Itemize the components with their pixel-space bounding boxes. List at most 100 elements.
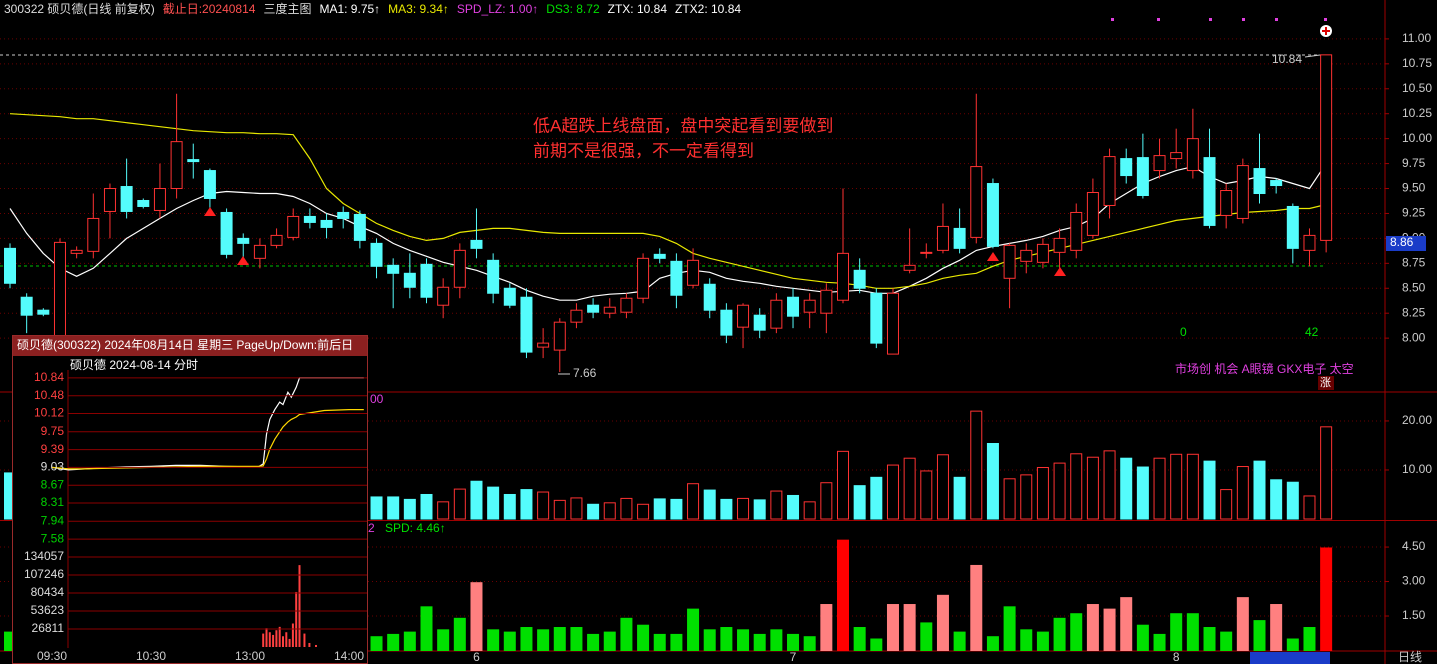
add-icon-cross xyxy=(1322,27,1330,35)
bar xyxy=(787,494,800,520)
y-tick-label: 10.25 xyxy=(1402,106,1432,120)
candle-body xyxy=(903,264,916,271)
volume-bar xyxy=(298,565,301,647)
candle-body xyxy=(787,296,800,317)
bar xyxy=(737,497,750,520)
candle-body xyxy=(1136,157,1149,197)
bar xyxy=(1236,597,1249,651)
candle-body xyxy=(437,286,450,306)
candle-body xyxy=(53,241,66,349)
bar xyxy=(886,604,899,651)
candle-body xyxy=(1220,190,1233,216)
bar xyxy=(1103,450,1116,520)
bar xyxy=(1253,620,1266,651)
bar xyxy=(936,594,949,652)
candle-body xyxy=(737,304,750,328)
bar xyxy=(1203,460,1216,520)
bar xyxy=(920,622,933,652)
y-tick-label: 8.31 xyxy=(41,495,65,509)
bar xyxy=(770,629,783,652)
bar xyxy=(1236,466,1249,520)
y-tick-label: 134057 xyxy=(24,549,64,563)
bar xyxy=(487,629,500,652)
bar xyxy=(1153,457,1166,520)
bar xyxy=(1320,547,1333,651)
bar xyxy=(387,633,400,651)
candle-body xyxy=(103,188,116,212)
bar xyxy=(1120,457,1133,520)
bar xyxy=(1220,489,1233,520)
bar xyxy=(437,629,450,652)
bar xyxy=(570,627,583,651)
bar xyxy=(1153,633,1166,651)
bar xyxy=(520,489,533,520)
candle-body xyxy=(503,287,516,306)
bar xyxy=(1036,467,1049,520)
candle-body xyxy=(70,249,83,254)
candle-body xyxy=(703,283,716,311)
candle-body xyxy=(1120,158,1133,177)
bar xyxy=(687,608,700,652)
inset-title-bar xyxy=(13,336,367,356)
candle-body xyxy=(803,299,816,313)
inset-frame xyxy=(12,335,368,664)
x-tick-label: 09:30 xyxy=(37,649,67,663)
bar xyxy=(837,539,849,651)
volume-bar xyxy=(315,644,317,647)
header-item: DS3: 8.72 xyxy=(546,2,600,16)
candle-body xyxy=(1153,155,1166,172)
bar xyxy=(853,627,866,651)
candle-body xyxy=(153,188,166,211)
moving-average xyxy=(9,113,1327,289)
candle-body xyxy=(687,259,700,286)
candle-body xyxy=(1286,205,1299,249)
bar xyxy=(1186,613,1199,651)
y-tick-label: 9.50 xyxy=(1402,181,1426,195)
bar xyxy=(670,633,683,651)
candle-body xyxy=(1203,157,1216,226)
candle-body xyxy=(320,219,333,228)
volume-bar xyxy=(308,642,311,647)
bar xyxy=(470,480,483,520)
bar xyxy=(953,631,966,652)
bar xyxy=(553,499,566,520)
bar xyxy=(1086,604,1099,651)
candle-body xyxy=(920,251,933,254)
candle-body xyxy=(120,186,133,212)
y-tick-label: 20.00 xyxy=(1402,413,1432,427)
y-tick-label: 7.94 xyxy=(41,513,65,527)
candle-body xyxy=(137,199,150,207)
bar xyxy=(453,617,466,651)
candle-body xyxy=(870,292,883,344)
bar xyxy=(986,442,999,520)
bar xyxy=(1103,608,1116,652)
inset-title: 硕贝德(300322) 2024年08月14日 星期三 PageUp/Down:… xyxy=(17,337,353,352)
annotation: 低A超跌上线盘面，盘中突起看到要做到 xyxy=(533,116,833,135)
bar xyxy=(803,636,816,652)
y-tick-label: 8.00 xyxy=(1402,330,1426,344)
x-tick-label: 7 xyxy=(790,650,797,664)
bar xyxy=(870,476,883,520)
bar xyxy=(387,496,400,520)
bar xyxy=(637,624,650,651)
bar xyxy=(1053,462,1066,520)
bar xyxy=(620,497,633,520)
bar xyxy=(637,503,650,520)
volume-bar xyxy=(268,632,271,647)
candle-body xyxy=(1086,192,1099,236)
candle-body xyxy=(187,159,200,163)
candle-body xyxy=(1070,211,1083,251)
bar xyxy=(1070,453,1083,520)
candle-body xyxy=(4,247,16,284)
price-line xyxy=(51,409,364,470)
volume-bar xyxy=(262,633,265,647)
bar xyxy=(403,631,416,652)
candle-body xyxy=(570,309,583,323)
bar xyxy=(537,491,550,520)
spd-title: SPD: 4.46↑ xyxy=(385,521,446,535)
bar xyxy=(1186,453,1199,520)
rise-tag-box xyxy=(1318,376,1334,390)
y-tick-label: 26811 xyxy=(32,621,65,635)
bar xyxy=(370,496,383,520)
